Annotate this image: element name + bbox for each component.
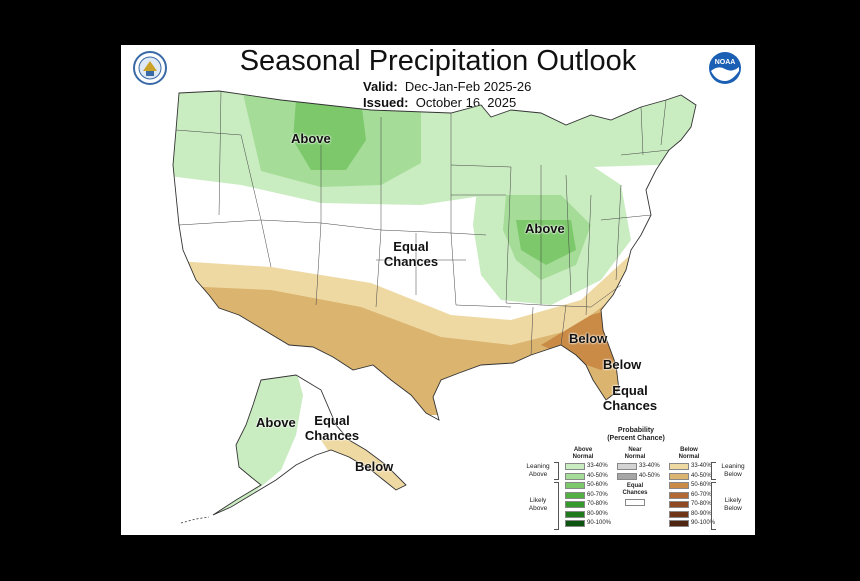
commerce-seal-icon bbox=[133, 51, 167, 85]
label-above-alaska: Above bbox=[256, 415, 296, 430]
label-equal-chances-florida-line2: Chances bbox=[602, 398, 658, 413]
legend-below-range-3: 50-60% bbox=[691, 482, 712, 488]
legend-near-swatch-1 bbox=[617, 463, 637, 470]
legend-above-range-4: 60-70% bbox=[587, 491, 608, 498]
legend-leaning-below-line2: Below bbox=[724, 471, 742, 478]
legend-likely-above: Likely Above bbox=[523, 497, 553, 513]
legend-below-swatch-1 bbox=[669, 463, 689, 470]
legend-below-swatch-4 bbox=[669, 491, 689, 499]
legend-below-swatch-5 bbox=[669, 501, 689, 508]
legend-above-header-line2: Normal bbox=[572, 454, 594, 460]
legend-below-range-4: 60-70% bbox=[691, 491, 712, 498]
state-borders bbox=[175, 90, 670, 356]
label-equal-chances-central-line1: Equal bbox=[393, 239, 429, 254]
legend-likely-below-line2: Below bbox=[724, 505, 742, 512]
legend-below-range-5: 70-80% bbox=[691, 501, 712, 507]
legend-above-swatch-6 bbox=[565, 510, 585, 518]
outlook-panel: Seasonal Precipitation Outlook Valid: De… bbox=[121, 45, 755, 535]
legend-title-line1: Probability bbox=[617, 427, 655, 434]
legend-above-range-2: 40-50% bbox=[587, 472, 608, 479]
legend-above-range-5: 70-80% bbox=[587, 501, 608, 507]
label-equal-chances-central: Equal Chances bbox=[376, 239, 446, 269]
legend-equal-chances-label: Equal Chances bbox=[615, 483, 655, 497]
legend-above-swatch-5 bbox=[565, 501, 585, 508]
legend-above-header-line1: Above bbox=[573, 447, 593, 453]
legend-brace-likely-above bbox=[554, 482, 559, 530]
legend-below-range-2: 40-50% bbox=[691, 472, 712, 479]
legend-likely-below: Likely Below bbox=[717, 497, 749, 513]
legend-likely-above-line1: Likely bbox=[529, 497, 547, 504]
legend-near-range-1: 33-40% bbox=[639, 463, 660, 469]
label-equal-chances-alaska-line1: Equal bbox=[314, 413, 350, 428]
label-equal-chances-central-line2: Chances bbox=[383, 254, 439, 269]
legend-near-swatch-2 bbox=[617, 472, 637, 480]
legend-above-swatch-7 bbox=[565, 520, 585, 527]
noaa-logo-icon: NOAA bbox=[709, 52, 741, 84]
label-equal-chances-alaska: Equal Chances bbox=[297, 413, 367, 443]
legend-above-range-6: 80-90% bbox=[587, 510, 608, 517]
legend: Probability (Percent Chance) Above Norma… bbox=[521, 425, 751, 535]
legend-leaning-below: Leaning Below bbox=[717, 463, 749, 479]
legend-equal-chances-line2: Chances bbox=[622, 490, 648, 496]
legend-brace-leaning-above bbox=[554, 462, 559, 480]
legend-equal-chances-line1: Equal bbox=[626, 483, 644, 489]
label-below-southeast-2: Below bbox=[603, 357, 642, 372]
legend-above-swatch-1 bbox=[565, 463, 585, 470]
valid-value: Dec-Jan-Feb 2025-26 bbox=[404, 79, 532, 94]
legend-near-header-line1: Near bbox=[628, 447, 642, 453]
legend-below-range-6: 80-90% bbox=[691, 510, 712, 517]
legend-leaning-above-line1: Leaning bbox=[526, 463, 550, 470]
legend-below-swatch-2 bbox=[669, 472, 689, 480]
legend-brace-leaning-below bbox=[711, 462, 716, 480]
legend-above-range-3: 50-60% bbox=[587, 482, 608, 488]
legend-above-range-7: 90-100% bbox=[587, 520, 612, 526]
label-above-north: Above bbox=[291, 131, 331, 146]
legend-above-swatch-3 bbox=[565, 482, 585, 489]
legend-title: Probability (Percent Chance) bbox=[591, 427, 681, 443]
legend-below-range-7: 90-100% bbox=[691, 520, 716, 526]
legend-leaning-above-line2: Above bbox=[528, 471, 548, 478]
legend-below-header-line1: Below bbox=[680, 447, 698, 453]
issued-label: Issued: October 16, 2025 bbox=[363, 95, 516, 110]
issued-label-text: Issued: bbox=[363, 95, 409, 110]
legend-below-swatch-6 bbox=[669, 510, 689, 518]
valid-label: Valid: Dec-Jan-Feb 2025-26 bbox=[363, 79, 531, 94]
legend-brace-likely-below bbox=[711, 482, 716, 530]
legend-likely-below-line1: Likely bbox=[724, 497, 742, 504]
legend-equal-chances-swatch bbox=[625, 499, 645, 506]
legend-near-header-line2: Normal bbox=[624, 454, 646, 460]
label-equal-chances-florida: Equal Chances bbox=[595, 383, 665, 413]
label-equal-chances-florida-line1: Equal bbox=[612, 383, 648, 398]
legend-below-range-1: 33-40% bbox=[691, 463, 712, 469]
label-below-alaska: Below bbox=[355, 459, 394, 474]
legend-leaning-below-line1: Leaning bbox=[721, 463, 745, 470]
legend-below-swatch-7 bbox=[669, 520, 689, 527]
legend-leaning-above: Leaning Above bbox=[523, 463, 553, 479]
legend-below-header-line2: Normal bbox=[678, 454, 700, 460]
outlook-map bbox=[172, 90, 697, 524]
legend-title-line2: (Percent Chance) bbox=[607, 435, 665, 442]
label-below-southeast-1: Below bbox=[569, 331, 608, 346]
legend-near-header: Near Normal bbox=[615, 447, 655, 461]
legend-near-range-2: 40-50% bbox=[639, 472, 660, 479]
page-title: Seasonal Precipitation Outlook bbox=[239, 45, 637, 77]
legend-above-header: Above Normal bbox=[563, 447, 603, 461]
legend-above-range-1: 33-40% bbox=[587, 463, 608, 469]
valid-label-text: Valid: bbox=[363, 79, 398, 94]
noaa-logo-text: NOAA bbox=[715, 59, 736, 66]
legend-above-swatch-2 bbox=[565, 472, 585, 480]
legend-below-swatch-3 bbox=[669, 482, 689, 489]
legend-below-header: Below Normal bbox=[669, 447, 709, 461]
label-above-ohio: Above bbox=[525, 221, 565, 236]
label-equal-chances-alaska-line2: Chances bbox=[304, 428, 360, 443]
legend-above-swatch-4 bbox=[565, 491, 585, 499]
issued-value: October 16, 2025 bbox=[415, 95, 517, 110]
legend-likely-above-line2: Above bbox=[528, 505, 548, 512]
